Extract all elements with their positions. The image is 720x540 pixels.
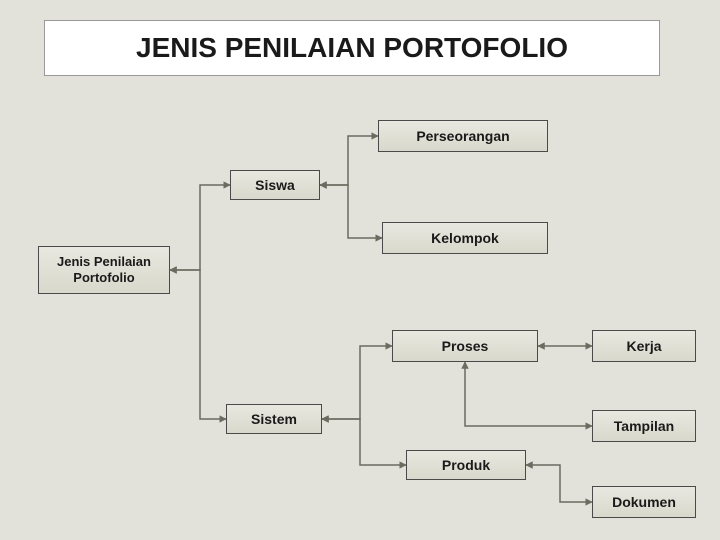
node-siswa: Siswa <box>230 170 320 200</box>
node-proses: Proses <box>392 330 538 362</box>
node-root: Jenis PenilaianPortofolio <box>38 246 170 294</box>
edge-produk-dokumen <box>526 465 592 502</box>
edge-sistem-proses <box>322 346 392 419</box>
edge-proses-tampilan <box>465 362 592 426</box>
node-kelompok: Kelompok <box>382 222 548 254</box>
edge-root-sistem <box>170 270 226 419</box>
edge-siswa-perseorangan <box>320 136 378 185</box>
edge-sistem-produk <box>322 419 406 465</box>
diagram-title: JENIS PENILAIAN PORTOFOLIO <box>44 20 660 76</box>
node-perseorangan: Perseorangan <box>378 120 548 152</box>
node-tampilan: Tampilan <box>592 410 696 442</box>
node-dokumen: Dokumen <box>592 486 696 518</box>
edge-root-siswa <box>170 185 230 270</box>
node-kerja: Kerja <box>592 330 696 362</box>
node-sistem: Sistem <box>226 404 322 434</box>
edge-siswa-kelompok <box>320 185 382 238</box>
node-produk: Produk <box>406 450 526 480</box>
